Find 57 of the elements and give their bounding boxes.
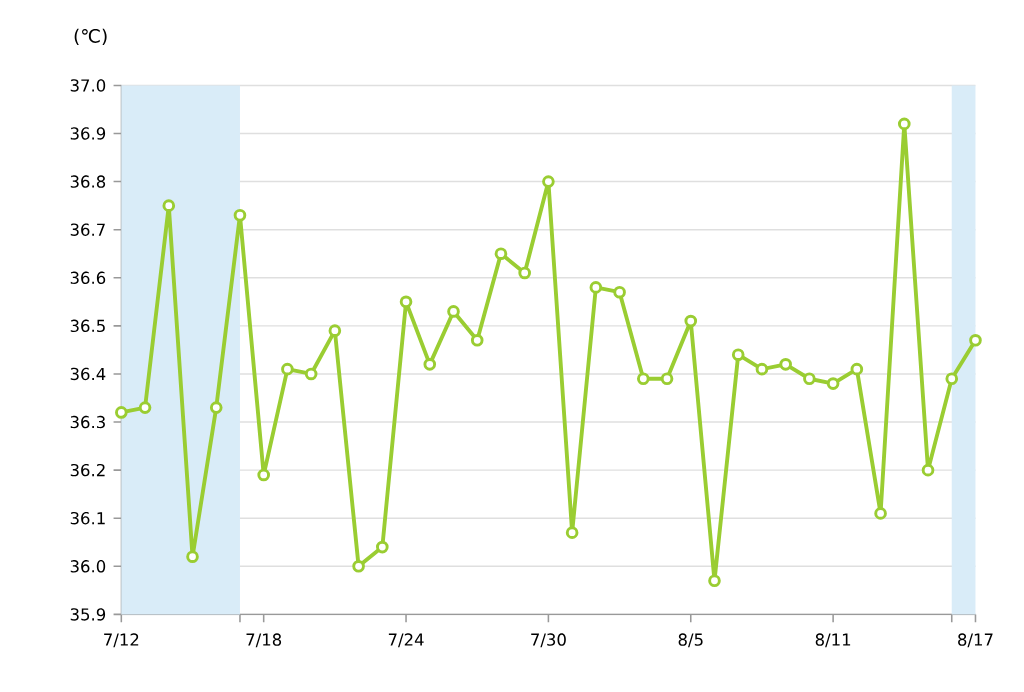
point xyxy=(518,266,531,280)
point xyxy=(447,305,460,318)
point xyxy=(470,333,484,347)
point xyxy=(613,285,626,299)
point xyxy=(874,507,887,520)
point xyxy=(423,358,437,371)
y-tick-label: 36.8 xyxy=(70,175,106,188)
point xyxy=(826,377,840,390)
y-tick-label: 36.5 xyxy=(70,319,105,333)
y-tick-label: 35.9 xyxy=(70,608,106,621)
y-tick-label: 36.2 xyxy=(70,463,105,477)
point xyxy=(969,333,982,347)
x-tick-label: 8/11 xyxy=(815,633,851,648)
point xyxy=(660,372,674,386)
x-tick-label: 7/18 xyxy=(246,633,282,648)
point xyxy=(186,550,199,563)
point xyxy=(684,314,698,328)
y-tick-label: 36.1 xyxy=(70,511,105,525)
point xyxy=(138,401,152,414)
point xyxy=(897,117,911,131)
point xyxy=(328,324,342,337)
y-tick-label: 36.6 xyxy=(70,271,106,284)
point xyxy=(565,526,579,539)
point xyxy=(162,199,176,212)
point xyxy=(731,348,745,362)
x-tick-label: 8/17 xyxy=(958,633,993,648)
x-tick-label: 7/24 xyxy=(388,633,424,648)
y-tick-label: 36.0 xyxy=(70,560,106,573)
point xyxy=(945,372,959,386)
point xyxy=(209,401,223,414)
point xyxy=(352,559,365,573)
point xyxy=(755,362,769,376)
point xyxy=(921,463,935,477)
point xyxy=(803,372,816,386)
y-tick-label: 36.3 xyxy=(70,415,105,429)
point xyxy=(115,406,128,419)
point xyxy=(779,358,792,371)
point xyxy=(233,208,247,222)
y-tick-label: 36.7 xyxy=(70,223,105,236)
point xyxy=(850,362,864,376)
point xyxy=(257,468,270,482)
point xyxy=(281,362,294,376)
y-axis-title: (℃) xyxy=(74,28,107,46)
point xyxy=(589,281,603,294)
y-tick-label: 36.4 xyxy=(70,367,106,381)
point xyxy=(494,247,508,261)
x-tick-label: 7/12 xyxy=(104,633,139,648)
y-tick-label: 36.9 xyxy=(70,127,106,140)
point xyxy=(304,367,318,381)
point xyxy=(399,295,413,309)
point xyxy=(376,540,389,554)
x-tick-label: 7/30 xyxy=(531,633,566,648)
point xyxy=(542,175,555,188)
x-tick-label: 8/5 xyxy=(678,633,703,648)
point xyxy=(637,372,650,386)
y-tick-label: 37.0 xyxy=(70,79,106,92)
point xyxy=(708,574,721,588)
